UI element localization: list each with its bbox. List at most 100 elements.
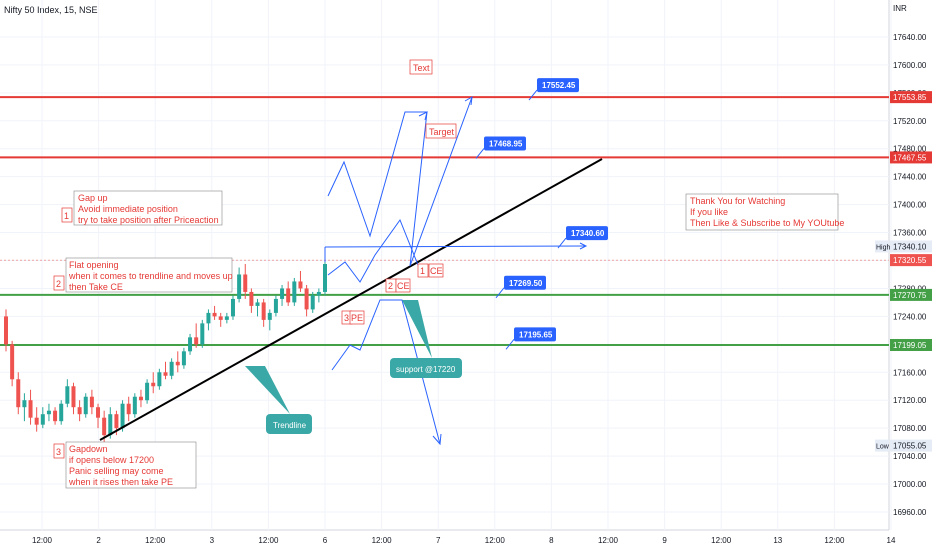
symbol-title: Nifty 50 Index, 15, NSE <box>4 5 98 15</box>
marker-2-label: CE <box>397 281 410 291</box>
candle-body <box>145 382 150 401</box>
thanks-line-3: Then Like & Subscribe to My YOUtube <box>690 218 844 228</box>
projection-path-2 <box>409 96 473 267</box>
trendline-callout[interactable]: Trendline <box>245 366 312 434</box>
scenario-2-line-1: Flat opening <box>69 260 119 270</box>
candle-body <box>169 361 174 376</box>
candle-body <box>157 372 162 387</box>
price-callouts: 17552.45 17468.95 17340.60 17269.50 17195.65 <box>475 78 608 350</box>
projection-arrowheads <box>418 96 588 446</box>
candle-body <box>292 281 297 303</box>
scenario-1[interactable]: 1 Gap up Avoid immediate position try to… <box>61 190 223 226</box>
callout-pointer <box>495 287 505 299</box>
annotation-target-box[interactable]: Target <box>425 123 457 139</box>
candle-body <box>224 316 229 320</box>
x-tick-label: 7 <box>436 536 441 545</box>
scenario-3-line-2: if opens below 17200 <box>69 455 154 465</box>
y-tick-label: 17120.00 <box>893 396 927 405</box>
scenario-1-line-3: try to take position after Priceaction <box>78 215 219 225</box>
scenario-1-num: 1 <box>64 211 69 221</box>
candle-body <box>163 372 168 376</box>
y-tick-label: 17640.00 <box>893 33 927 42</box>
x-axis: 12:00 2 12:00 3 12:00 6 12:00 7 12:00 8 12:00 9 12:0… <box>32 536 896 545</box>
scenario-3-line-1: Gapdown <box>69 444 108 454</box>
text-label: Text <box>413 63 430 73</box>
candle-body <box>16 379 21 408</box>
callout-text: 17468.95 <box>489 139 523 148</box>
candle-body <box>151 382 156 387</box>
scenario-3[interactable]: 3 Gapdown if opens below 17200 Panic sel… <box>53 441 197 489</box>
callout-pointer <box>505 339 515 350</box>
candle-body <box>71 386 76 408</box>
x-tick-label: 8 <box>549 536 554 545</box>
axis-badge-text: 17055.05 <box>893 442 927 451</box>
x-tick-label: 14 <box>887 536 896 545</box>
price-level-badge <box>890 91 932 104</box>
trendline-label: Trendline <box>273 421 307 430</box>
axis-badge-text: 17320.55 <box>893 256 927 265</box>
candle-body <box>212 312 217 317</box>
candle-body <box>255 302 260 306</box>
candle-body <box>298 281 303 289</box>
candle-body <box>286 288 291 303</box>
y-tick-label: 17440.00 <box>893 173 927 182</box>
hl-tag: Low <box>876 444 890 451</box>
x-tick-label: 2 <box>96 536 101 545</box>
candle-body <box>34 417 39 425</box>
callout-pointer <box>475 148 485 159</box>
candle-body <box>102 417 107 436</box>
callout-text: 17340.60 <box>571 229 605 238</box>
callout-box <box>504 275 546 290</box>
x-tick-label: 12:00 <box>598 536 619 545</box>
candle-body <box>126 403 131 415</box>
candle-body <box>249 291 254 306</box>
y-tick-label: 16960.00 <box>893 508 927 517</box>
candle-body <box>237 274 242 299</box>
candle-body <box>230 298 235 317</box>
marker-1-ce[interactable]: 1 CE <box>417 263 444 278</box>
candle-body <box>28 400 33 418</box>
marker-2-ce[interactable]: 2 CE <box>385 278 411 293</box>
hl-tag-bg <box>875 439 889 452</box>
target-label: Target <box>429 127 455 137</box>
support-callout[interactable]: support @17220 <box>390 300 462 378</box>
annotation-text-box[interactable]: Text <box>409 59 433 75</box>
callout-box <box>566 226 608 241</box>
marker-3-num: 3 <box>344 313 349 323</box>
price-level-badge-text: 17553.85 <box>893 93 927 102</box>
candle-body <box>59 403 64 422</box>
candle-body <box>114 414 119 429</box>
price-level-badge <box>890 338 932 351</box>
marker-3-pe[interactable]: 3 PE <box>341 310 365 325</box>
callout-box <box>514 327 556 342</box>
x-tick-label: 12:00 <box>258 536 279 545</box>
candle-body <box>310 295 315 310</box>
candle-body <box>40 414 45 425</box>
candle-body <box>108 414 113 436</box>
scenario-3-num: 3 <box>56 447 61 457</box>
y-tick-label: 17160.00 <box>893 368 927 377</box>
candle-body <box>83 396 88 415</box>
candle-body <box>280 288 285 299</box>
candle-body <box>200 323 205 345</box>
annotation-thanks[interactable]: Thank You for Watching If you like Then … <box>685 193 844 231</box>
candle-body <box>267 312 272 320</box>
scenario-2[interactable]: 2 Flat opening when it comes to trendlin… <box>53 257 233 293</box>
black-trendline[interactable] <box>99 158 603 441</box>
x-tick-label: 9 <box>662 536 667 545</box>
candle-body <box>89 396 94 408</box>
scenario-3-line-3: Panic selling may come <box>69 466 164 476</box>
candle-body <box>194 337 199 345</box>
price-level-badge-text: 17270.75 <box>893 291 927 300</box>
callout-text: 17269.50 <box>509 279 543 288</box>
marker-1-label: CE <box>430 266 443 276</box>
callout-box <box>537 78 579 93</box>
callout-text: 17552.45 <box>542 81 576 90</box>
callout-pointer <box>557 237 567 249</box>
x-tick-label: 12:00 <box>372 536 393 545</box>
candle-body <box>132 396 137 415</box>
projection-paths <box>324 96 587 445</box>
x-tick-label: 12:00 <box>711 536 732 545</box>
scenario-2-num: 2 <box>56 279 61 289</box>
